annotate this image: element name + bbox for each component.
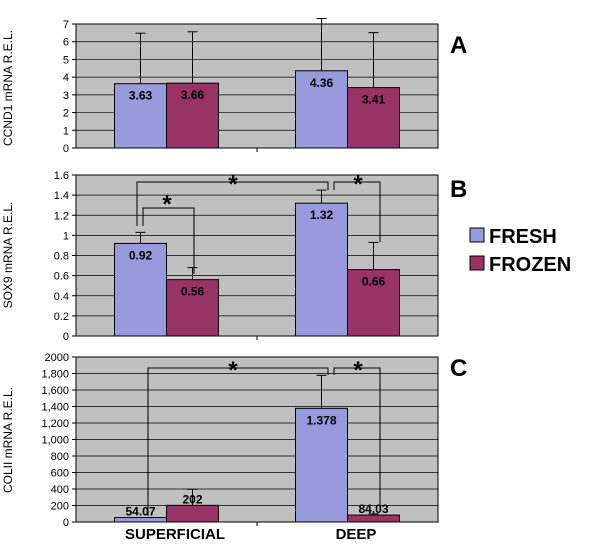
panel-a-y-ticks: 0 1 2 3 4 5 6 7: [63, 19, 258, 155]
data-label: 1.32: [310, 208, 334, 222]
data-label: 54.07: [125, 505, 155, 519]
panel-c: 0 200 400 600 800 1,000 1,200 1,400 1,600 1,800 20…: [1, 352, 467, 529]
y-tick-label: 0.2: [54, 311, 69, 323]
legend-label-frozen: FROZEN: [489, 254, 571, 276]
y-tick-label: 1,800: [41, 369, 69, 381]
data-label: 0.56: [181, 285, 205, 299]
y-tick-label: 1: [63, 230, 69, 242]
data-label: 202: [182, 492, 202, 506]
panel-c-significance-brackets: [147, 367, 381, 516]
panel-c-y-axis-label: COLII mRNA R.E.L.: [1, 387, 15, 493]
panel-b-bars: 0.92 0.56 1.32 0.66: [114, 189, 400, 337]
y-tick-label: 0.6: [54, 271, 69, 283]
data-label: 3.66: [181, 88, 205, 102]
y-tick-label: 1,200: [41, 418, 69, 430]
y-tick-label: 1.6: [54, 170, 69, 182]
panel-b-bracket-superficial: [142, 207, 195, 274]
y-tick-label: 1: [63, 125, 69, 137]
y-tick-label: 0: [63, 517, 69, 529]
panel-c-star-fresh: *: [228, 357, 238, 384]
bar-frozen-deep: [347, 269, 400, 337]
bar-frozen-superficial: [166, 504, 219, 523]
y-tick-label: 1,400: [41, 402, 69, 414]
panel-b-letter: B: [450, 176, 467, 203]
y-tick-label: 0.8: [54, 251, 69, 263]
data-label: 84.03: [358, 502, 388, 516]
panel-b-bracket-deep: [333, 181, 381, 242]
y-tick-label: 3: [63, 90, 69, 102]
bar-fresh-deep: [295, 202, 348, 337]
panel-a-bars: 3.63 3.66 4.36 3.41: [114, 18, 400, 149]
panel-b-significance-brackets: [136, 181, 381, 274]
panel-b: 0 0.2 0.4 0.6 0.8 1 1.2 1.4 1.6 SOX9 mRNA R.E.L.…: [1, 170, 467, 343]
panel-b-y-ticks: 0 0.2 0.4 0.6 0.8 1 1.2 1.4 1.6: [54, 170, 258, 343]
panel-c-gridlines: [76, 373, 438, 506]
y-tick-label: 0: [63, 331, 69, 343]
y-tick-label: 1.2: [54, 210, 69, 222]
y-tick-label: 5: [63, 54, 69, 66]
panel-c-letter: C: [450, 355, 467, 382]
panel-a-letter: A: [450, 32, 467, 59]
legend: FRESH FROZEN: [469, 226, 571, 276]
y-tick-label: 1,600: [41, 385, 69, 397]
y-tick-label: 6: [63, 37, 69, 49]
y-tick-label: 200: [51, 501, 69, 513]
legend-swatch-fresh: [469, 227, 485, 243]
data-label: 3.63: [129, 89, 153, 103]
x-category-deep: DEEP: [336, 526, 377, 541]
y-tick-label: 7: [63, 19, 69, 31]
bar-frozen-superficial: [166, 82, 219, 149]
data-label: 0.66: [362, 275, 386, 289]
bar-fresh-deep: [295, 407, 348, 523]
panel-c-bracket-fresh: [147, 367, 329, 516]
panel-b-star-fresh: *: [228, 171, 238, 198]
panel-b-star-superficial: *: [162, 191, 172, 218]
bar-frozen-superficial: [166, 279, 219, 337]
panel-b-star-deep: *: [353, 171, 363, 198]
data-label: 1.378: [306, 413, 336, 427]
x-category-superficial: SUPERFICIAL: [125, 526, 225, 541]
legend-swatch-frozen: [469, 255, 485, 271]
y-tick-label: 0.4: [54, 291, 69, 303]
data-label: 4.36: [310, 76, 334, 90]
y-tick-label: 1.4: [54, 190, 69, 202]
panel-b-bracket-fresh: [136, 181, 329, 226]
panel-c-y-ticks: 0 200 400 600 800 1,000 1,200 1,400 1,600 1,800 20…: [41, 352, 258, 529]
bar-fresh-superficial: [114, 242, 167, 337]
panel-b-y-axis-label: SOX9 mRNA R.E.L.: [1, 202, 15, 309]
y-tick-label: 0: [63, 143, 69, 155]
bar-fresh-deep: [295, 70, 348, 149]
y-tick-label: 4: [63, 72, 69, 84]
y-tick-label: 800: [51, 451, 69, 463]
panel-c-star-deep: *: [353, 357, 363, 384]
data-label: 0.92: [129, 248, 153, 262]
panel-c-bracket-deep: [333, 367, 381, 512]
y-tick-label: 2: [63, 108, 69, 120]
y-tick-label: 600: [51, 468, 69, 480]
bar-frozen-deep: [347, 514, 400, 523]
bar-frozen-deep: [347, 87, 400, 149]
y-tick-label: 2000: [45, 352, 69, 364]
y-tick-label: 400: [51, 484, 69, 496]
legend-label-fresh: FRESH: [489, 226, 557, 248]
bar-fresh-superficial: [114, 83, 167, 149]
panel-a-y-axis-label: CCND1 mRNA R.E.L.: [1, 30, 15, 146]
data-label: 3.41: [362, 93, 386, 107]
y-tick-label: 1,000: [41, 435, 69, 447]
